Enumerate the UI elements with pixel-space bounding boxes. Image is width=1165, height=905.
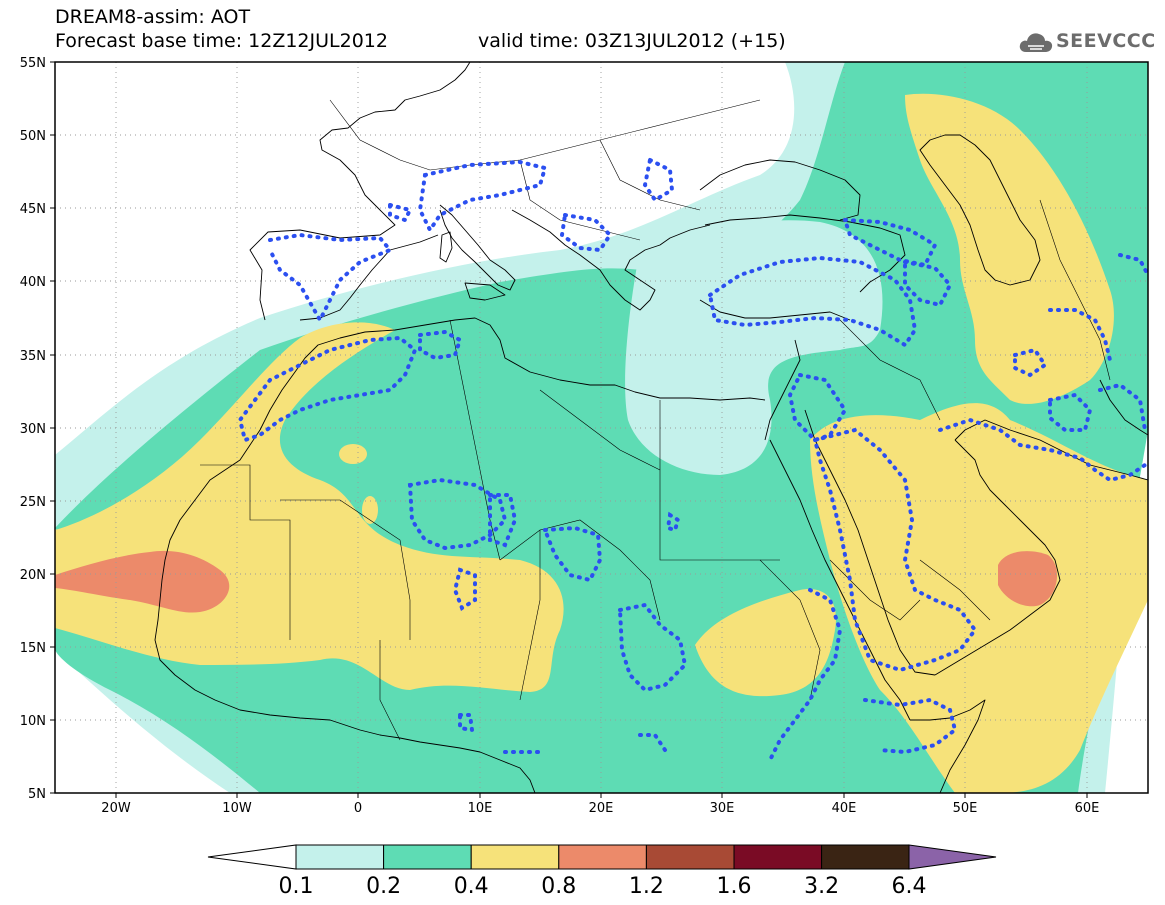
colorbar-label-0.8: 0.8 <box>541 874 576 899</box>
aot-field-0.4-patch-1 <box>339 444 367 464</box>
seevccc-logo: SEEVCCC <box>1018 26 1155 58</box>
colorbar-label-0.2: 0.2 <box>366 874 401 899</box>
colorbar-label-0.4: 0.4 <box>454 874 489 899</box>
lon-label-10e: 10E <box>468 801 493 816</box>
lat-label-50n: 50N <box>20 129 46 144</box>
colorbar-label-6.4: 6.4 <box>892 874 927 899</box>
lon-label-20w: 20W <box>101 801 131 816</box>
colorbar-bin-0.8 <box>558 844 647 870</box>
lat-label-25n: 25N <box>20 495 46 510</box>
lon-label-0: 0 <box>354 801 362 816</box>
map-title: DREAM8-assim: AOT <box>55 6 251 28</box>
plot-area <box>55 62 1148 793</box>
lon-label-60e: 60E <box>1075 801 1100 816</box>
aot-0.8-dotted-contours <box>237 157 1148 762</box>
lat-label-35n: 35N <box>20 349 46 364</box>
lat-label-55n: 55N <box>20 56 46 71</box>
lon-label-20e: 20E <box>589 801 614 816</box>
colorbar-label-3.2: 3.2 <box>804 874 839 899</box>
lon-label-30e: 30E <box>710 801 735 816</box>
lat-label-45n: 45N <box>20 202 46 217</box>
lat-label-5n: 5N <box>28 787 46 802</box>
lat-label-30n: 30N <box>20 422 46 437</box>
colorbar-label-0.1: 0.1 <box>279 874 314 899</box>
colorbar-bin-0.1 <box>295 844 385 870</box>
aot-field-0.8-west <box>55 550 230 613</box>
colorbar-bin-3.2 <box>821 844 910 870</box>
logo-text: SEEVCCC <box>1056 30 1156 52</box>
aot-field-0.4-sudan <box>695 589 836 697</box>
aot-field-0.4-arabia <box>810 403 1148 793</box>
lat-label-15n: 15N <box>20 641 46 656</box>
lon-label-50e: 50E <box>953 801 978 816</box>
lat-label-40n: 40N <box>20 275 46 290</box>
grid <box>55 62 1148 793</box>
aot-field-0.1-east-med <box>625 220 883 475</box>
colorbar-label-1.2: 1.2 <box>629 874 664 899</box>
colorbar-below-triangle <box>207 844 297 870</box>
colorbar <box>207 844 997 870</box>
colorbar-bin-1.6 <box>733 844 823 870</box>
cloud-icon <box>1019 33 1053 52</box>
colorbar-above-triangle <box>908 844 997 870</box>
coastlines <box>154 62 1148 793</box>
colorbar-bin-1.2 <box>645 844 735 870</box>
colorbar-label-1.6: 1.6 <box>717 874 752 899</box>
valid-time: valid time: 03Z13JUL2012 (+15) <box>478 30 786 52</box>
lat-label-10n: 10N <box>20 714 46 729</box>
colorbar-bin-0.2 <box>383 844 472 870</box>
lat-label-20n: 20N <box>20 568 46 583</box>
forecast-base-time: Forecast base time: 12Z12JUL2012 <box>55 30 388 52</box>
lat-labels: 55N 50N 45N 40N 35N 30N 25N 20N 15N 10N … <box>20 56 46 802</box>
country-borders <box>200 99 1111 741</box>
colorbar-bin-0.4 <box>470 844 560 870</box>
lon-labels: 20W 10W 0 10E 20E 30E 40E 50E 60E <box>101 801 1099 816</box>
lon-label-40e: 40E <box>832 801 857 816</box>
lon-label-10w: 10W <box>222 801 252 816</box>
colorbar-labels: 0.1 0.2 0.4 0.8 1.2 1.6 3.2 6.4 <box>279 874 927 899</box>
aot-field-0.8-oman <box>998 551 1058 607</box>
tick-marks <box>50 61 1088 798</box>
aot-field-0.4-iran <box>905 93 1114 404</box>
